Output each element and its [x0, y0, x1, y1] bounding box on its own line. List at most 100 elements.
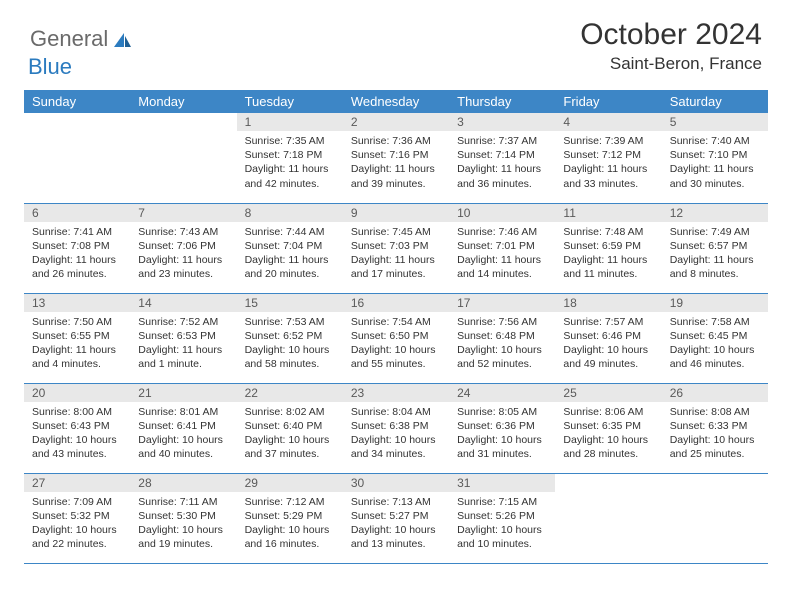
- day-number: 25: [555, 384, 661, 402]
- day-number: 11: [555, 204, 661, 222]
- day-body: Sunrise: 8:05 AMSunset: 6:36 PMDaylight:…: [449, 402, 555, 465]
- day-body: Sunrise: 8:08 AMSunset: 6:33 PMDaylight:…: [662, 402, 768, 465]
- day-number: 28: [130, 474, 236, 492]
- logo-sail-icon: [112, 31, 132, 54]
- day-cell: 11Sunrise: 7:48 AMSunset: 6:59 PMDayligh…: [555, 203, 661, 293]
- title-block: October 2024 Saint-Beron, France: [580, 18, 762, 74]
- sunset-line: Sunset: 6:57 PM: [670, 239, 762, 253]
- logo-text-blue: Blue: [28, 54, 72, 80]
- sunset-line: Sunset: 7:06 PM: [138, 239, 230, 253]
- day-body: Sunrise: 7:43 AMSunset: 7:06 PMDaylight:…: [130, 222, 236, 285]
- daylight-line: Daylight: 10 hours and 52 minutes.: [457, 343, 549, 371]
- day-cell: 12Sunrise: 7:49 AMSunset: 6:57 PMDayligh…: [662, 203, 768, 293]
- sunset-line: Sunset: 5:26 PM: [457, 509, 549, 523]
- day-body: Sunrise: 7:45 AMSunset: 7:03 PMDaylight:…: [343, 222, 449, 285]
- daylight-line: Daylight: 11 hours and 33 minutes.: [563, 162, 655, 190]
- calendar-week: 1 Sunrise: 7:35 AMSunset: 7:18 PM Daylight…: [24, 113, 768, 203]
- day-body: Sunrise: 8:04 AMSunset: 6:38 PMDaylight:…: [343, 402, 449, 465]
- sunset-line: Sunset: 7:08 PM: [32, 239, 124, 253]
- calendar-head: SundayMondayTuesdayWednesdayThursdayFrid…: [24, 90, 768, 113]
- daylight-line: Daylight: 11 hours and 17 minutes.: [351, 253, 443, 281]
- day-number: 30: [343, 474, 449, 492]
- daylight-line: Daylight: 11 hours and 1 minute.: [138, 343, 230, 371]
- day-number: 19: [662, 294, 768, 312]
- day-body: Sunrise: 8:01 AMSunset: 6:41 PMDaylight:…: [130, 402, 236, 465]
- daylight-line: Daylight: 11 hours and 11 minutes.: [563, 253, 655, 281]
- daylight-line: Daylight: 10 hours and 28 minutes.: [563, 433, 655, 461]
- day-body: Sunrise: 7:54 AMSunset: 6:50 PMDaylight:…: [343, 312, 449, 375]
- daylight-line: Daylight: 10 hours and 43 minutes.: [32, 433, 124, 461]
- day-body: Sunrise: 7:49 AMSunset: 6:57 PMDaylight:…: [662, 222, 768, 285]
- day-number: 1: [237, 113, 343, 131]
- sunrise-line: Sunrise: 7:57 AM: [563, 315, 655, 329]
- day-number: 16: [343, 294, 449, 312]
- sunset-line: Sunset: 6:50 PM: [351, 329, 443, 343]
- sunset-line: Sunset: 6:45 PM: [670, 329, 762, 343]
- day-number: 29: [237, 474, 343, 492]
- sunrise-line: Sunrise: 7:35 AM: [245, 134, 337, 148]
- daylight-line: Daylight: 10 hours and 16 minutes.: [245, 523, 337, 551]
- daylight-line: Daylight: 10 hours and 55 minutes.: [351, 343, 443, 371]
- sunset-line: Sunset: 7:04 PM: [245, 239, 337, 253]
- empty-cell: [130, 113, 236, 203]
- sunset-line: Sunset: 6:33 PM: [670, 419, 762, 433]
- daylight-line: Daylight: 11 hours and 4 minutes.: [32, 343, 124, 371]
- sunrise-line: Sunrise: 8:05 AM: [457, 405, 549, 419]
- daylight-line: Daylight: 11 hours and 20 minutes.: [245, 253, 337, 281]
- day-body: Sunrise: 7:48 AMSunset: 6:59 PMDaylight:…: [555, 222, 661, 285]
- day-number: 3: [449, 113, 555, 131]
- sunset-line: Sunset: 6:35 PM: [563, 419, 655, 433]
- day-number: 9: [343, 204, 449, 222]
- day-body: Sunrise: 7:52 AMSunset: 6:53 PMDaylight:…: [130, 312, 236, 375]
- daylight-line: Daylight: 10 hours and 31 minutes.: [457, 433, 549, 461]
- sunrise-line: Sunrise: 7:40 AM: [670, 134, 762, 148]
- day-body: Sunrise: 7:37 AMSunset: 7:14 PMDaylight:…: [449, 131, 555, 194]
- sunrise-line: Sunrise: 7:15 AM: [457, 495, 549, 509]
- day-number: 20: [24, 384, 130, 402]
- day-cell: 20Sunrise: 8:00 AMSunset: 6:43 PMDayligh…: [24, 383, 130, 473]
- daylight-line: Daylight: 10 hours and 22 minutes.: [32, 523, 124, 551]
- day-cell: 30Sunrise: 7:13 AMSunset: 5:27 PMDayligh…: [343, 473, 449, 563]
- day-cell: 14Sunrise: 7:52 AMSunset: 6:53 PMDayligh…: [130, 293, 236, 383]
- day-cell: 27Sunrise: 7:09 AMSunset: 5:32 PMDayligh…: [24, 473, 130, 563]
- day-number: 23: [343, 384, 449, 402]
- daylight-line: Daylight: 10 hours and 34 minutes.: [351, 433, 443, 461]
- sunset-line: Sunset: 5:29 PM: [245, 509, 337, 523]
- day-body: Sunrise: 7:12 AMSunset: 5:29 PMDaylight:…: [237, 492, 343, 555]
- day-number: 18: [555, 294, 661, 312]
- sunset-line: Sunset: 7:01 PM: [457, 239, 549, 253]
- daylight-line: Daylight: 10 hours and 25 minutes.: [670, 433, 762, 461]
- sunset-line: Sunset: 6:46 PM: [563, 329, 655, 343]
- sunset-line: Sunset: 7:10 PM: [670, 148, 762, 162]
- sunset-line: Sunset: 6:53 PM: [138, 329, 230, 343]
- dayhead-thursday: Thursday: [449, 90, 555, 113]
- empty-cell: [555, 473, 661, 563]
- dayhead-sunday: Sunday: [24, 90, 130, 113]
- sunrise-line: Sunrise: 8:06 AM: [563, 405, 655, 419]
- day-cell: 18Sunrise: 7:57 AMSunset: 6:46 PMDayligh…: [555, 293, 661, 383]
- calendar-body: 1 Sunrise: 7:35 AMSunset: 7:18 PM Daylight…: [24, 113, 768, 563]
- day-cell: 4Sunrise: 7:39 AMSunset: 7:12 PMDaylight…: [555, 113, 661, 203]
- day-body: Sunrise: 7:09 AMSunset: 5:32 PMDaylight:…: [24, 492, 130, 555]
- sunrise-line: Sunrise: 7:13 AM: [351, 495, 443, 509]
- sunrise-line: Sunrise: 7:41 AM: [32, 225, 124, 239]
- sunrise-line: Sunrise: 8:02 AM: [245, 405, 337, 419]
- day-number: 7: [130, 204, 236, 222]
- sunrise-line: Sunrise: 7:43 AM: [138, 225, 230, 239]
- day-body: Sunrise: 7:56 AMSunset: 6:48 PMDaylight:…: [449, 312, 555, 375]
- sunset-line: Sunset: 7:18 PM: [245, 148, 337, 162]
- daylight-line: Daylight: 10 hours and 46 minutes.: [670, 343, 762, 371]
- daylight-line: Daylight: 10 hours and 13 minutes.: [351, 523, 443, 551]
- day-number: 15: [237, 294, 343, 312]
- day-cell: 7Sunrise: 7:43 AMSunset: 7:06 PMDaylight…: [130, 203, 236, 293]
- day-cell: 23Sunrise: 8:04 AMSunset: 6:38 PMDayligh…: [343, 383, 449, 473]
- daylight-line: Daylight: 10 hours and 19 minutes.: [138, 523, 230, 551]
- sunrise-line: Sunrise: 7:58 AM: [670, 315, 762, 329]
- day-body: Sunrise: 7:46 AMSunset: 7:01 PMDaylight:…: [449, 222, 555, 285]
- day-cell: 22Sunrise: 8:02 AMSunset: 6:40 PMDayligh…: [237, 383, 343, 473]
- day-number: 4: [555, 113, 661, 131]
- calendar-week: 13Sunrise: 7:50 AMSunset: 6:55 PMDayligh…: [24, 293, 768, 383]
- day-body: Sunrise: 7:36 AMSunset: 7:16 PMDaylight:…: [343, 131, 449, 194]
- day-number: 22: [237, 384, 343, 402]
- day-cell: 6Sunrise: 7:41 AMSunset: 7:08 PMDaylight…: [24, 203, 130, 293]
